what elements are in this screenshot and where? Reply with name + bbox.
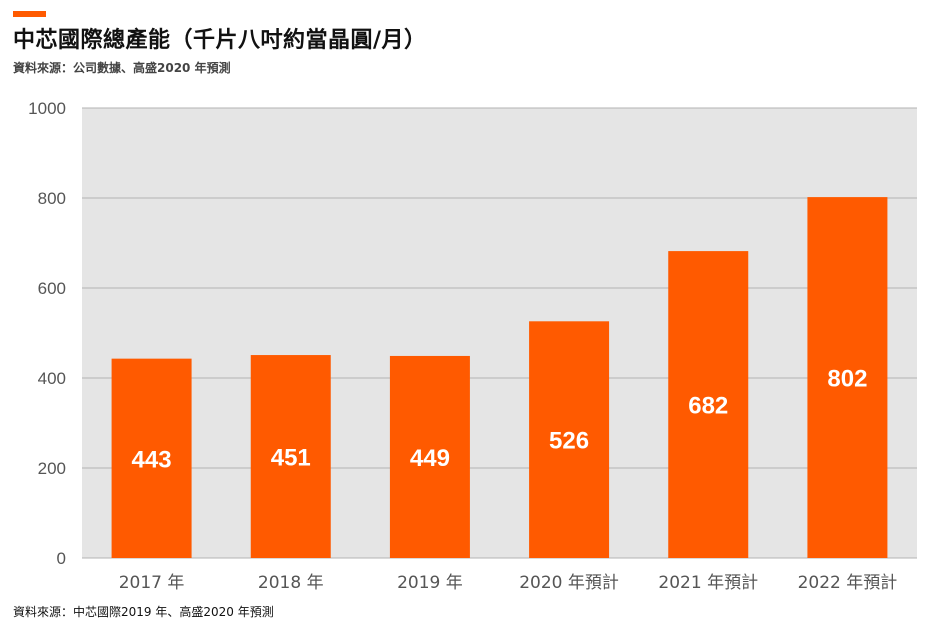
- bar: [250, 355, 331, 558]
- chart-subtitle: 資料來源：公司數據、高盛2020 年預測: [13, 61, 231, 75]
- bar: [529, 321, 610, 558]
- source-note: 資料來源：中芯國際2019 年、高盛2020 年預測: [13, 605, 274, 619]
- bar-value-label: 802: [827, 366, 867, 393]
- x-tick-label: 2019 年: [397, 573, 463, 593]
- y-tick-label: 1000: [28, 99, 66, 118]
- bar-value-label: 451: [271, 445, 311, 472]
- y-tick-label: 800: [38, 189, 66, 208]
- y-tick-label: 600: [38, 279, 66, 298]
- x-tick-label: 2017 年: [119, 573, 185, 593]
- x-tick-label: 2022 年預計: [798, 573, 898, 593]
- y-tick-label: 400: [38, 369, 66, 388]
- bar: [111, 358, 192, 558]
- bar: [389, 355, 470, 558]
- x-tick-label: 2021 年預計: [658, 573, 758, 593]
- bar-value-label: 682: [688, 393, 728, 420]
- bar: [668, 251, 749, 558]
- chart-title: 中芯國際總產能（千片八吋約當晶圓/月）: [13, 28, 427, 53]
- bar-value-label: 449: [410, 445, 450, 472]
- title-accent-bar: [13, 11, 46, 17]
- x-tick-label: 2018 年: [258, 573, 324, 593]
- bar-value-label: 443: [132, 446, 172, 473]
- y-tick-label: 0: [57, 549, 66, 568]
- bar-value-label: 526: [549, 428, 589, 455]
- y-tick-label: 200: [38, 459, 66, 478]
- bar: [807, 197, 888, 558]
- plot-area: [82, 108, 917, 558]
- x-tick-label: 2020 年預計: [519, 573, 619, 593]
